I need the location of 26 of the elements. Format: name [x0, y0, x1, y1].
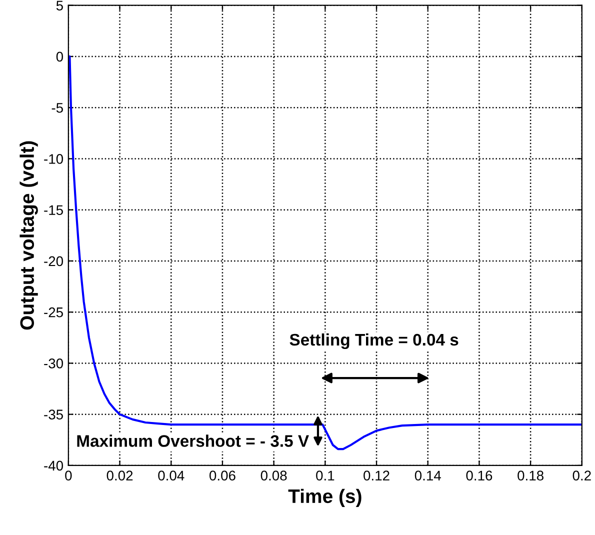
y-tick-label: -40	[44, 460, 64, 471]
x-tick-label: 0.02	[106, 470, 133, 481]
line-series	[68, 55, 582, 450]
x-tick-label: 0.06	[210, 470, 236, 481]
x-tick-label: 0.12	[364, 470, 390, 481]
y-tick-label: 0	[56, 52, 64, 62]
y-tick-label: -10	[44, 154, 64, 164]
y-tick-label: -30	[44, 358, 64, 368]
y-tick-label: -20	[44, 256, 64, 266]
annotation: Settling Time = 0.04 s	[290, 333, 458, 350]
y-tick-label: -15	[44, 205, 63, 216]
x-tick-label: 0.18	[518, 470, 544, 481]
y-tick-label: -35	[44, 410, 63, 420]
x-axis-title: Time (s)	[288, 488, 362, 507]
annotation: Maximum Overshoot = - 3.5 V	[77, 434, 309, 447]
y-tick-label: 5	[56, 0, 63, 11]
x-tick-label: 0.1	[316, 470, 334, 481]
x-tick-label: 0.2	[572, 470, 591, 481]
y-tick-label: -25	[44, 307, 63, 318]
x-tick-label: 0.04	[158, 470, 184, 481]
y-axis-title: Output voltage (volt)	[20, 141, 38, 330]
y-tick-label: -5	[52, 103, 63, 113]
x-tick-label: 0	[65, 470, 72, 481]
x-tick-label: 0.08	[260, 470, 287, 481]
x-tick-label: 0.16	[466, 470, 492, 481]
x-tick-label: 0.14	[414, 470, 441, 481]
